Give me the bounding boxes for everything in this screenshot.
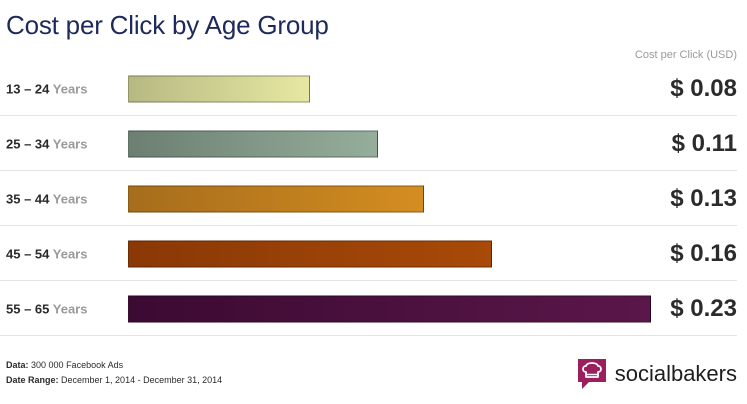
cpc-value-label: $ 0.16 [670, 239, 737, 267]
bar-row: 25 – 34 Years $ 0.11 [0, 116, 747, 171]
age-unit-text: Years [52, 81, 88, 96]
age-range-text: 13 – 24 [6, 81, 50, 96]
cpc-value-label: $ 0.13 [670, 184, 737, 212]
age-range-text: 55 – 65 [6, 301, 50, 316]
row-divider [0, 335, 737, 336]
age-range-text: 35 – 44 [6, 191, 50, 206]
bar-row: 35 – 44 Years $ 0.13 [0, 171, 747, 226]
chart-title: Cost per Click by Age Group [6, 10, 329, 40]
row-divider [0, 115, 737, 116]
category-label: 13 – 24 Years [6, 81, 87, 96]
footnote-data: Data: 300 000 Facebook Ads [6, 360, 123, 370]
cpc-bar [128, 185, 424, 212]
cpc-bar [128, 75, 310, 102]
cpc-bar [128, 240, 492, 267]
footnote-date-range: Date Range: December 1, 2014 - December … [6, 375, 222, 385]
footnote-range-label: Date Range: [6, 375, 59, 385]
category-label: 35 – 44 Years [6, 191, 87, 206]
brand-name: socialbakers [614, 361, 737, 386]
chef-hat-speech-bubble-icon [577, 359, 606, 389]
brand-logo: socialbakers [577, 358, 737, 390]
footnote-range-value: December 1, 2014 - December 31, 2014 [61, 375, 223, 385]
category-label: 25 – 34 Years [6, 136, 87, 151]
age-range-text: 25 – 34 [6, 136, 50, 151]
age-unit-text: Years [52, 246, 88, 261]
category-label: 55 – 65 Years [6, 301, 87, 316]
cpc-bar [128, 130, 379, 157]
cpc-value-label: $ 0.11 [671, 129, 737, 157]
footnote-data-value: 300 000 Facebook Ads [31, 360, 124, 370]
cpc-value-label: $ 0.08 [670, 74, 737, 102]
age-range-text: 45 – 54 [6, 246, 50, 261]
row-divider [0, 280, 737, 281]
category-label: 45 – 54 Years [6, 246, 87, 261]
bar-row: 55 – 65 Years $ 0.23 [0, 281, 747, 336]
row-divider [0, 225, 737, 226]
age-unit-text: Years [52, 136, 88, 151]
footnote-data-label: Data: [6, 360, 29, 370]
cpc-value-label: $ 0.23 [670, 294, 737, 322]
bar-row: 45 – 54 Years $ 0.16 [0, 226, 747, 281]
cpc-bar [128, 295, 651, 322]
row-divider [0, 170, 737, 171]
value-column-header: Cost per Click (USD) [634, 49, 737, 61]
age-unit-text: Years [52, 191, 88, 206]
age-unit-text: Years [52, 301, 88, 316]
bar-row: 13 – 24 Years $ 0.08 [0, 61, 747, 116]
